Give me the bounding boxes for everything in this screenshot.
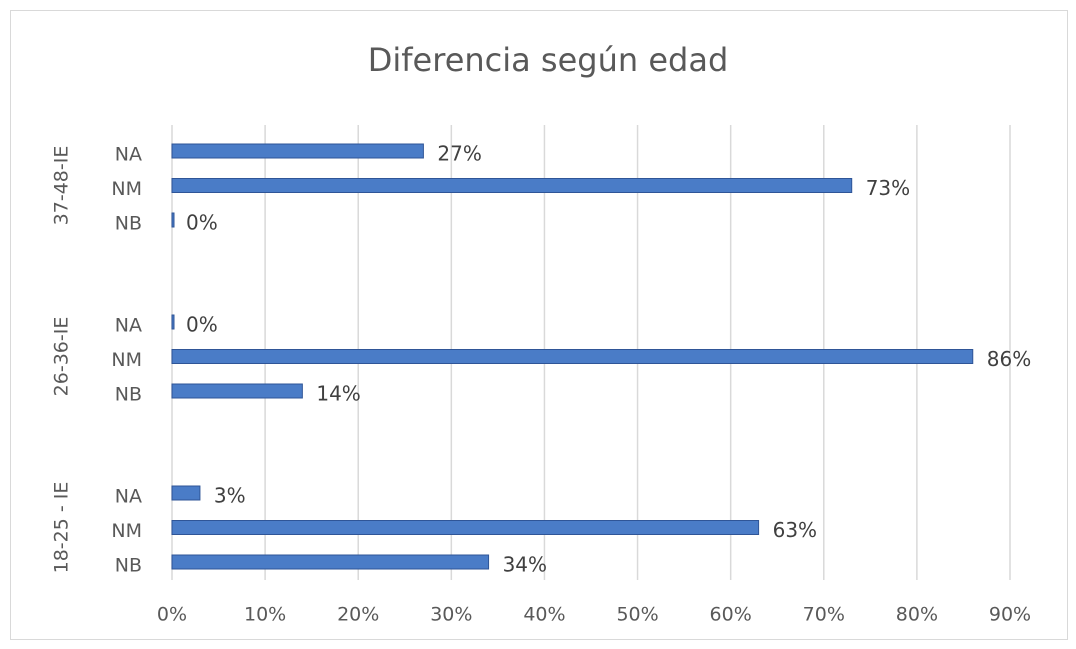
bar [171,520,760,535]
bar [171,178,853,193]
x-tick-label: 70% [803,604,845,626]
value-label: 0% [186,211,218,235]
category-label: NB [115,213,142,235]
value-label: 27% [437,142,481,166]
chart-title: Diferencia según edad [368,41,729,79]
category-label: NA [115,315,142,337]
x-tick-label: 60% [710,604,752,626]
x-tick-label: 40% [523,604,565,626]
bar [171,212,175,228]
category-label: NB [115,384,142,406]
chart-border [10,10,1068,640]
x-tick-label: 30% [430,604,472,626]
x-tick-label: 20% [337,604,379,626]
x-tick-label: 90% [989,604,1031,626]
value-label: 3% [214,484,246,508]
value-label: 34% [503,553,547,577]
bar [171,314,175,330]
category-label: NA [115,486,142,508]
group-label: 37-48-IE [51,146,73,226]
bar [171,485,201,501]
value-label: 63% [773,518,817,542]
bar [171,143,424,159]
category-label: NA [115,144,142,166]
group-label: 26-36-IE [51,317,73,397]
value-label: 86% [987,347,1031,371]
value-label: 0% [186,313,218,337]
value-label: 14% [316,382,360,406]
bar [171,554,490,570]
category-label: NB [115,555,142,577]
x-tick-label: 80% [896,604,938,626]
x-tick-label: 10% [244,604,286,626]
bar [171,383,303,399]
value-label: 73% [866,176,910,200]
category-label: NM [111,349,142,371]
category-label: NM [111,520,142,542]
category-label: NM [111,178,142,200]
x-tick-label: 0% [157,604,187,626]
x-tick-label: 50% [616,604,658,626]
bar [171,349,974,364]
group-label: 18-25 - IE [51,482,73,574]
